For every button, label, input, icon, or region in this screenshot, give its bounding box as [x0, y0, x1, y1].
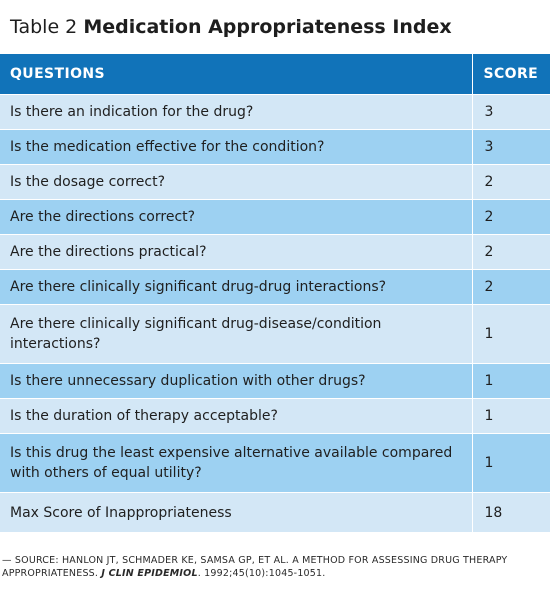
score-cell: 2 [471, 269, 550, 305]
score-cell: 1 [471, 433, 550, 493]
score-column-header: SCORE [471, 54, 550, 95]
table-row: Are there clinically significant drug-dr… [0, 269, 550, 305]
table-header-row: QUESTIONS SCORE [0, 54, 550, 95]
score-cell: 2 [471, 164, 550, 200]
table-row: Is there unnecessary duplication with ot… [0, 363, 550, 399]
total-row: Max Score of Inappropriateness 18 [0, 492, 550, 532]
score-cell: 2 [471, 234, 550, 270]
questions-column-header: QUESTIONS [0, 54, 472, 95]
citation-text: — SOURCE: HANLON JT, SCHMADER KE, SAMSA … [2, 555, 508, 579]
total-label: Max Score of Inappropriateness [0, 492, 472, 532]
score-cell: 3 [471, 94, 550, 130]
score-cell: 1 [471, 304, 550, 364]
table-row: Is this drug the least expensive alterna… [0, 433, 550, 493]
score-cell: 1 [471, 363, 550, 399]
question-cell: Is there an indication for the drug? [0, 94, 472, 130]
question-cell: Are there clinically significant drug-di… [0, 304, 472, 364]
question-cell: Is the duration of therapy acceptable? [0, 398, 472, 434]
table-row: Are the directions practical? 2 [0, 234, 550, 270]
citation-details: . 1992;45(10):1045-1051. [197, 568, 326, 579]
question-cell: Are the directions practical? [0, 234, 472, 270]
table-row: Is there an indication for the drug? 3 [0, 94, 550, 130]
question-cell: Is there unnecessary duplication with ot… [0, 363, 472, 399]
table-row: Are the directions correct? 2 [0, 199, 550, 235]
table-row: Is the medication effective for the cond… [0, 129, 550, 165]
journal-name: J CLIN EPIDEMIOL [101, 568, 198, 579]
score-cell: 2 [471, 199, 550, 235]
table-row: Is the duration of therapy acceptable? 1 [0, 398, 550, 434]
score-cell: 1 [471, 398, 550, 434]
source-citation: — SOURCE: HANLON JT, SCHMADER KE, SAMSA … [2, 554, 542, 580]
question-cell: Is this drug the least expensive alterna… [0, 433, 472, 493]
question-cell: Are the directions correct? [0, 199, 472, 235]
total-score: 18 [471, 492, 550, 532]
table-row: Are there clinically significant drug-di… [0, 304, 550, 364]
table-number: Table 2 [10, 16, 78, 38]
medication-appropriateness-table: QUESTIONS SCORE Is there an indication f… [0, 54, 550, 532]
question-cell: Are there clinically significant drug-dr… [0, 269, 472, 305]
table-name: Medication Appropriateness Index [83, 16, 452, 38]
table-title: Table 2 Medication Appropriateness Index [10, 14, 452, 40]
question-cell: Is the dosage correct? [0, 164, 472, 200]
question-cell: Is the medication effective for the cond… [0, 129, 472, 165]
score-cell: 3 [471, 129, 550, 165]
table-row: Is the dosage correct? 2 [0, 164, 550, 200]
